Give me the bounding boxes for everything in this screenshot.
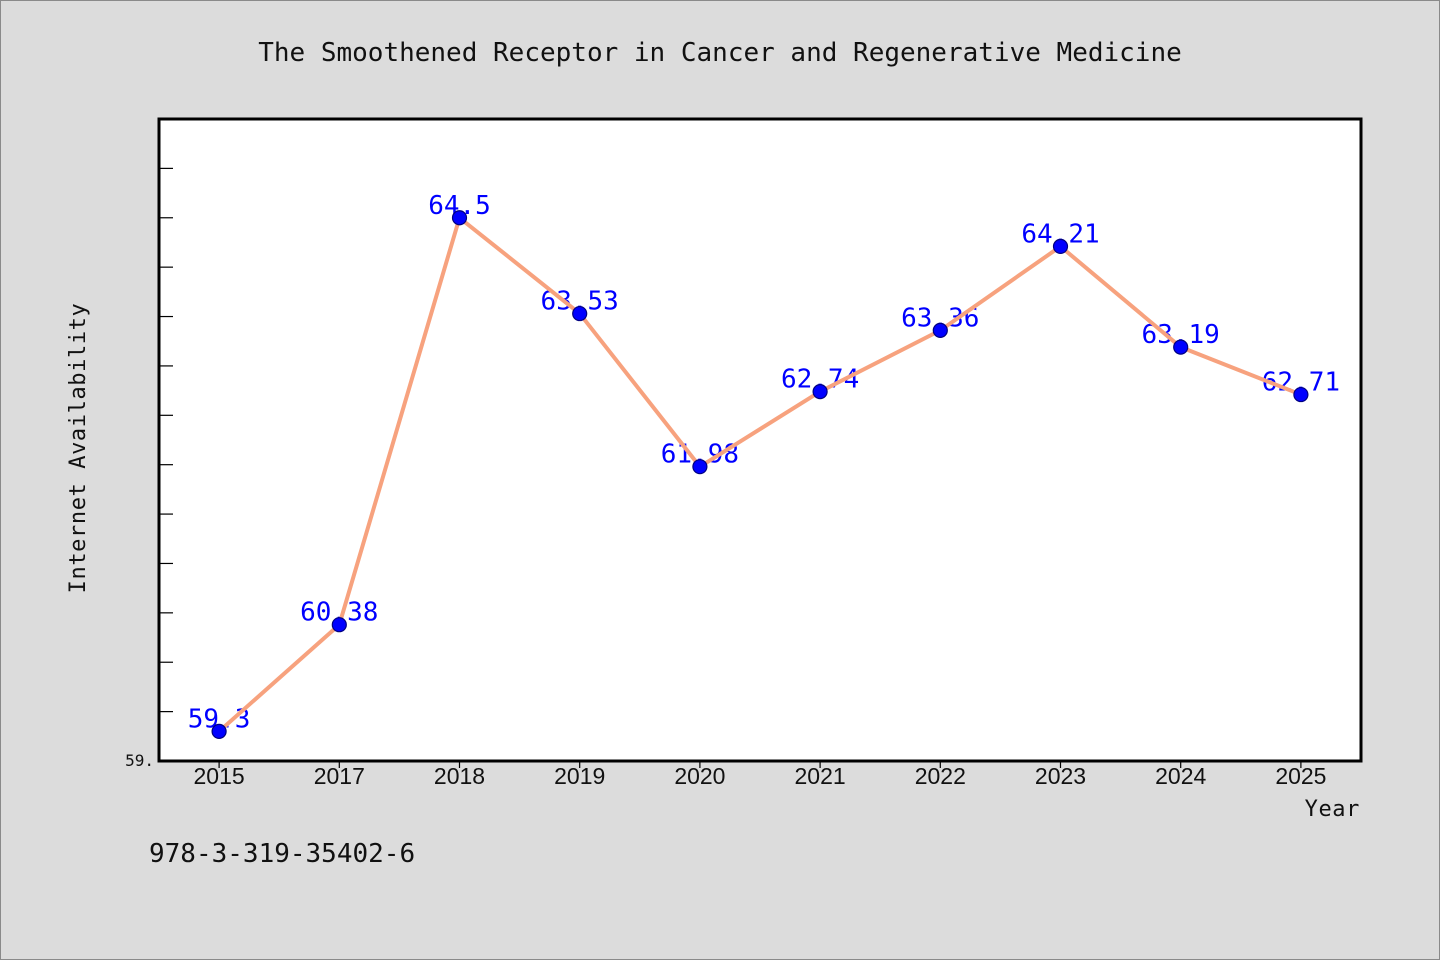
data-point — [812, 384, 828, 400]
x-tick-label: 2024 — [1155, 763, 1206, 789]
x-tick-label: 2019 — [554, 763, 605, 789]
plot-frame — [157, 117, 1363, 763]
x-axis-tick-labels: 2015 2017 2018 2019 2020 2021 2022 2023 2024 2025 — [194, 763, 1327, 789]
data-point — [211, 723, 227, 739]
y-axis-label: Internet Availability — [66, 303, 91, 594]
data-point — [1052, 238, 1069, 255]
x-tick-label: 2015 — [194, 763, 245, 789]
data-point — [692, 459, 708, 475]
x-tick-label: 2021 — [795, 763, 846, 789]
data-point — [331, 617, 347, 633]
chart-title: The Smoothened Receptor in Cancer and Re… — [258, 38, 1182, 68]
series-line — [217, 215, 1303, 734]
x-tick-label: 2017 — [314, 763, 365, 789]
x-tick-label: 2023 — [1035, 763, 1086, 789]
x-tick-label: 2025 — [1275, 763, 1326, 789]
data-point — [572, 305, 588, 322]
y-tick-label: 59. — [125, 751, 154, 770]
data-point — [932, 322, 948, 338]
x-tick-label: 2018 — [434, 763, 485, 789]
data-markers — [211, 210, 1309, 739]
footer-isbn-text: 978-3-319-35402-6 — [149, 839, 415, 869]
x-tick-label: 2022 — [915, 763, 966, 789]
plot-area — [159, 119, 1361, 761]
x-axis-label: Year — [1305, 797, 1360, 822]
data-point — [451, 210, 468, 226]
x-tick-label: 2020 — [674, 763, 725, 789]
data-point — [1173, 339, 1189, 355]
data-point — [1293, 386, 1309, 403]
